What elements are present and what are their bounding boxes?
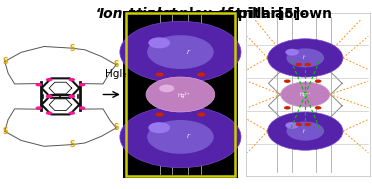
Circle shape [267,39,343,77]
Circle shape [147,120,214,154]
Circle shape [147,35,214,69]
Bar [126,13,235,176]
Circle shape [35,83,42,86]
Text: ’ complex of pillar[5]-: ’ complex of pillar[5]- [137,7,306,21]
Circle shape [295,63,302,66]
Text: S: S [113,123,119,132]
Circle shape [68,78,75,81]
Bar [123,11,238,178]
Circle shape [120,106,241,168]
Circle shape [284,80,291,83]
Circle shape [197,112,205,117]
Circle shape [68,95,75,98]
Circle shape [159,84,174,92]
Circle shape [155,112,164,117]
Circle shape [46,112,52,115]
Circle shape [68,112,75,115]
Circle shape [304,63,311,66]
Text: S: S [69,140,75,149]
Circle shape [148,122,170,133]
Text: S: S [2,57,7,66]
Text: I⁻: I⁻ [187,134,192,139]
Text: S: S [2,127,7,136]
Circle shape [79,83,86,86]
Circle shape [197,72,205,77]
Text: I⁻: I⁻ [303,55,307,60]
Text: Hg²⁺: Hg²⁺ [177,91,190,98]
Circle shape [286,122,324,141]
Text: -trithiacrown: -trithiacrown [230,7,332,21]
Text: I⁻: I⁻ [303,129,307,134]
Circle shape [315,106,321,109]
Circle shape [267,112,343,150]
Circle shape [284,106,291,109]
Text: I⁻: I⁻ [187,50,192,55]
Circle shape [286,48,324,67]
Bar [244,11,372,178]
Circle shape [315,80,321,83]
Text: ‘: ‘ [96,7,100,21]
Circle shape [285,49,299,56]
Text: Hg²⁺: Hg²⁺ [299,92,311,97]
Text: HgI₂: HgI₂ [105,69,126,79]
Circle shape [79,106,86,110]
Circle shape [46,95,52,98]
Circle shape [120,21,241,83]
Text: S: S [69,44,75,53]
Circle shape [146,77,215,112]
Circle shape [281,82,330,107]
Circle shape [35,106,42,110]
Circle shape [304,123,311,126]
Circle shape [46,78,52,81]
Text: Ion-triplet: Ion-triplet [99,7,178,21]
Circle shape [295,123,302,126]
Circle shape [46,94,52,98]
Text: bis: bis [219,7,243,21]
Text: S: S [113,60,119,69]
Circle shape [155,72,164,77]
Circle shape [68,94,75,98]
Circle shape [285,122,299,129]
Circle shape [148,37,170,48]
